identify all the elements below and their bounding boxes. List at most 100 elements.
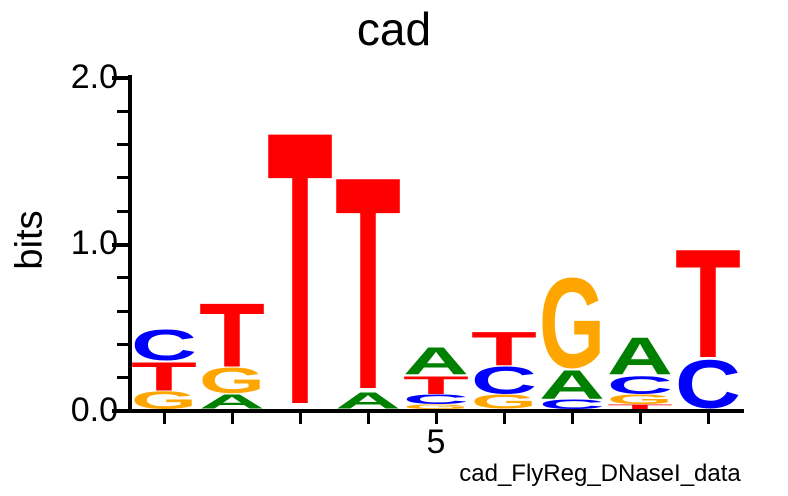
base-glyph-C: C xyxy=(131,329,197,361)
x-tick-pos-6 xyxy=(502,413,506,424)
x-tick-label-5: 5 xyxy=(426,423,446,461)
logo-letter-pos3-T: T xyxy=(266,124,334,409)
base-glyph-A: A xyxy=(539,369,605,399)
y-tick-label-0.0: 0.0 xyxy=(70,391,118,429)
logo-letter-pos7-G: G xyxy=(538,276,606,369)
logo-letter-pos2-G: G xyxy=(198,367,266,394)
svg-text:T: T xyxy=(403,376,469,394)
base-glyph-A: A xyxy=(199,394,265,409)
x-tick-pos-8 xyxy=(638,413,642,424)
svg-text:T: T xyxy=(131,361,197,391)
logo-letter-pos1-T: T xyxy=(130,361,198,391)
y-minor-tick xyxy=(117,176,130,180)
base-glyph-G: G xyxy=(403,404,469,409)
logo-letter-pos1-G: G xyxy=(130,391,198,409)
y-minor-tick xyxy=(117,143,130,147)
base-glyph-T: T xyxy=(131,361,197,391)
svg-text:G: G xyxy=(607,394,673,404)
base-glyph-C: C xyxy=(471,366,537,394)
svg-text:A: A xyxy=(199,394,265,409)
base-glyph-C: C xyxy=(403,394,469,404)
y-minor-tick xyxy=(117,109,130,113)
svg-text:A: A xyxy=(403,347,469,375)
base-glyph-T: T xyxy=(471,331,537,366)
logo-letter-pos6-T: T xyxy=(470,331,538,366)
base-glyph-G: G xyxy=(199,367,265,394)
svg-text:G: G xyxy=(539,276,605,369)
svg-text:T: T xyxy=(335,171,401,392)
base-glyph-G: G xyxy=(131,391,197,409)
logo-letter-pos5-C: C xyxy=(402,394,470,404)
y-major-tick-0 xyxy=(112,409,130,413)
logo-letter-pos2-T: T xyxy=(198,301,266,368)
svg-text:T: T xyxy=(675,246,741,359)
base-glyph-G: G xyxy=(471,394,537,409)
svg-text:G: G xyxy=(199,367,265,394)
caption: cad_FlyReg_DNaseI_data xyxy=(459,460,741,487)
base-glyph-T: T xyxy=(267,124,333,409)
base-glyph-A: A xyxy=(403,347,469,375)
base-glyph-A: A xyxy=(335,392,401,409)
svg-text:A: A xyxy=(335,392,401,409)
logo-letter-pos2-A: A xyxy=(198,394,266,409)
logo-letter-pos6-C: C xyxy=(470,366,538,394)
y-minor-tick xyxy=(117,376,130,380)
logo-letter-pos1-C: C xyxy=(130,329,198,361)
svg-text:C: C xyxy=(471,366,537,394)
logo-letter-pos8-C: C xyxy=(606,376,674,394)
y-major-tick-2 xyxy=(112,76,130,80)
base-glyph-A: A xyxy=(607,337,673,375)
svg-text:G: G xyxy=(403,404,469,409)
base-glyph-T: T xyxy=(335,171,401,392)
base-glyph-T: T xyxy=(607,404,673,409)
logo-letter-pos8-T: T xyxy=(606,404,674,409)
svg-text:T: T xyxy=(607,404,673,409)
svg-text:C: C xyxy=(403,394,469,404)
y-minor-tick xyxy=(117,276,130,280)
logo-letter-pos5-T: T xyxy=(402,376,470,394)
x-tick-pos-3 xyxy=(298,413,302,424)
base-glyph-G: G xyxy=(607,394,673,404)
x-tick-pos-7 xyxy=(570,413,574,424)
x-tick-pos-1 xyxy=(162,413,166,424)
logo-letter-pos7-A: A xyxy=(538,369,606,399)
svg-text:C: C xyxy=(131,329,197,361)
base-glyph-C: C xyxy=(675,359,741,409)
svg-text:T: T xyxy=(199,301,265,368)
x-tick-pos-2 xyxy=(230,413,234,424)
base-glyph-T: T xyxy=(403,376,469,394)
x-tick-pos-4 xyxy=(366,413,370,424)
chart-title: cad xyxy=(356,3,432,55)
logo-letter-pos5-A: A xyxy=(402,347,470,375)
logo-letter-pos4-A: A xyxy=(334,392,402,409)
base-glyph-G: G xyxy=(539,276,605,369)
base-glyph-C: C xyxy=(539,399,605,409)
svg-text:A: A xyxy=(607,337,673,375)
y-minor-tick xyxy=(117,209,130,213)
y-tick-label-1.0: 1.0 xyxy=(70,224,118,262)
logo-letter-pos9-C: C xyxy=(674,359,742,409)
y-minor-tick xyxy=(117,309,130,313)
logo-letter-pos4-T: T xyxy=(334,171,402,392)
logo-letter-pos6-G: G xyxy=(470,394,538,409)
svg-text:C: C xyxy=(675,359,741,409)
logo-letter-pos8-A: A xyxy=(606,337,674,375)
logo-letter-pos8-G: G xyxy=(606,394,674,404)
base-glyph-T: T xyxy=(675,246,741,359)
y-tick-label-2.0: 2.0 xyxy=(70,58,118,96)
logo-letter-pos9-T: T xyxy=(674,246,742,359)
svg-text:G: G xyxy=(131,391,197,409)
svg-text:A: A xyxy=(539,369,605,399)
y-minor-tick xyxy=(117,342,130,346)
logo-letter-pos7-C: C xyxy=(538,399,606,409)
y-axis-line xyxy=(128,75,132,413)
x-tick-pos-5 xyxy=(434,413,438,424)
svg-text:T: T xyxy=(471,331,537,366)
x-axis-line xyxy=(124,409,744,413)
base-glyph-C: C xyxy=(607,376,673,394)
logo-letter-pos5-G: G xyxy=(402,404,470,409)
x-tick-pos-9 xyxy=(706,413,710,424)
svg-text:T: T xyxy=(267,124,333,409)
svg-text:G: G xyxy=(471,394,537,409)
